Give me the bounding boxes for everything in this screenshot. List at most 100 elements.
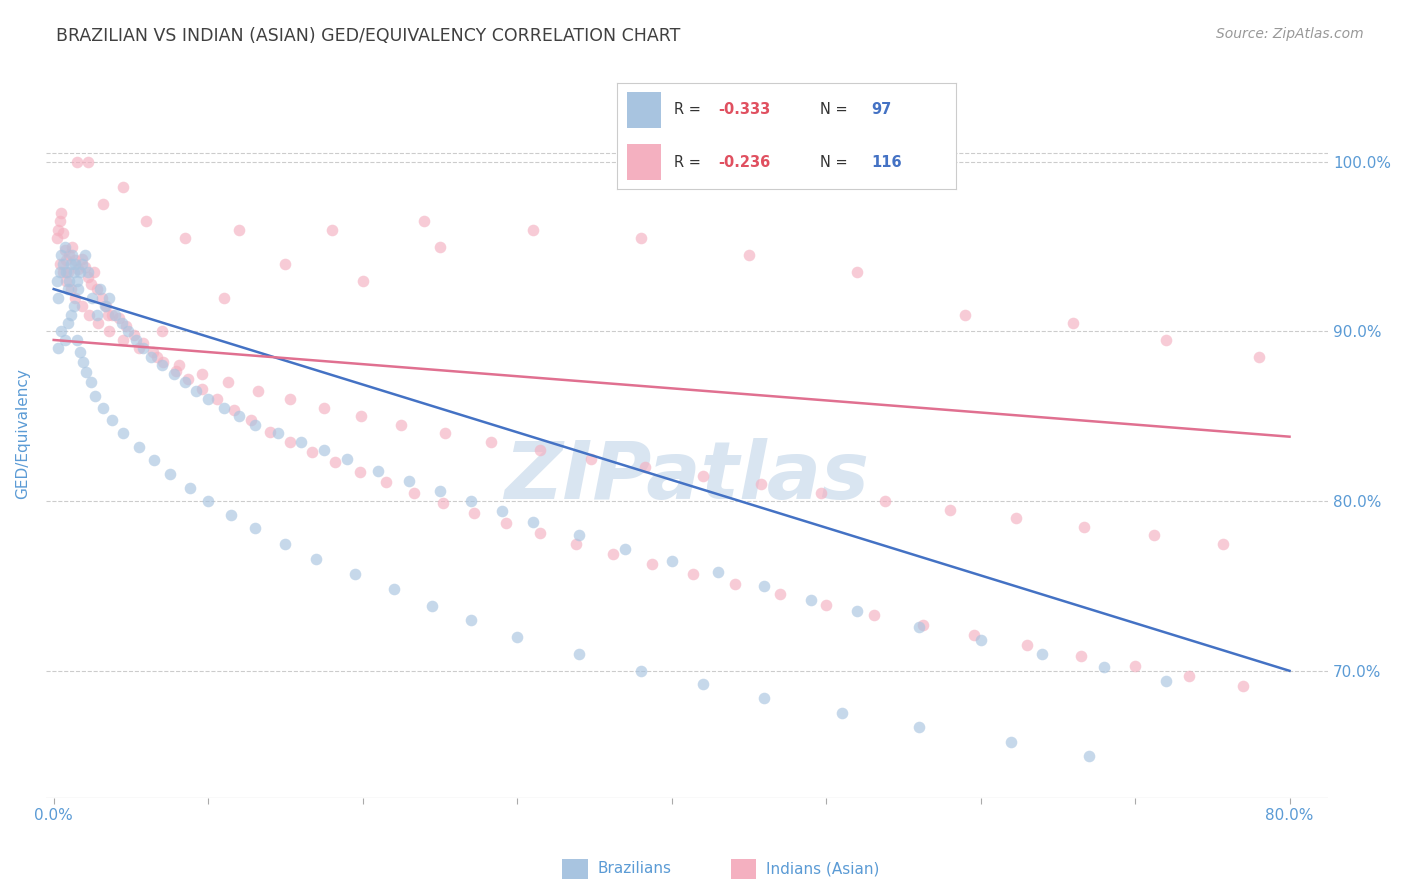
Point <box>135 214 157 228</box>
Point <box>963 628 986 642</box>
Point <box>224 402 246 417</box>
Point <box>70 257 93 271</box>
Point <box>724 577 747 591</box>
Point <box>336 451 359 466</box>
Point <box>634 460 657 475</box>
Point <box>432 496 454 510</box>
Point <box>70 252 93 266</box>
Point <box>45 274 67 288</box>
Point <box>815 598 838 612</box>
Point <box>630 664 652 678</box>
Point <box>212 401 235 415</box>
Point <box>159 467 181 481</box>
Point <box>1077 748 1099 763</box>
Point <box>433 426 456 441</box>
Point <box>228 409 250 424</box>
Point <box>278 434 301 449</box>
Point <box>80 277 103 291</box>
Point <box>55 274 77 288</box>
Point <box>150 359 173 373</box>
Point <box>117 325 139 339</box>
Point <box>749 477 772 491</box>
Point <box>374 475 396 490</box>
Point <box>460 494 482 508</box>
Point <box>389 417 412 432</box>
Point <box>76 270 98 285</box>
Point <box>101 308 124 322</box>
Point <box>146 350 169 364</box>
Point <box>104 308 127 322</box>
Point <box>846 604 869 618</box>
Point <box>413 214 436 228</box>
Point <box>46 291 69 305</box>
Point <box>207 392 229 407</box>
Point <box>1073 519 1095 533</box>
Point <box>49 214 72 228</box>
Text: Indians (Asian): Indians (Asian) <box>766 862 880 876</box>
Point <box>60 240 83 254</box>
Point <box>212 291 235 305</box>
Point <box>661 553 683 567</box>
Point <box>124 333 146 347</box>
Point <box>55 253 77 268</box>
Point <box>89 282 111 296</box>
Point <box>76 265 98 279</box>
Point <box>56 282 79 296</box>
Point <box>65 257 87 271</box>
Point <box>62 299 84 313</box>
Point <box>800 592 823 607</box>
Point <box>112 426 135 441</box>
Text: Source: ZipAtlas.com: Source: ZipAtlas.com <box>1216 27 1364 41</box>
Point <box>56 265 79 279</box>
Point <box>831 706 853 721</box>
Point <box>165 363 187 377</box>
Point <box>197 392 219 407</box>
Point <box>429 483 451 498</box>
Point <box>506 630 529 644</box>
Point <box>67 282 90 296</box>
Point <box>243 521 266 535</box>
Point <box>163 367 186 381</box>
Point <box>398 474 420 488</box>
Point <box>66 154 89 169</box>
Point <box>191 382 214 396</box>
Point <box>73 260 96 274</box>
Point <box>143 453 166 467</box>
Point <box>107 310 129 325</box>
Point <box>51 325 73 339</box>
Point <box>1212 536 1234 550</box>
Point <box>1005 511 1028 525</box>
Point <box>1031 647 1053 661</box>
Point <box>402 485 425 500</box>
Point <box>754 579 776 593</box>
Point <box>62 265 84 279</box>
Point <box>479 434 502 449</box>
Point <box>640 557 662 571</box>
Point <box>49 265 72 279</box>
Point <box>810 485 832 500</box>
Point <box>349 465 371 479</box>
Point <box>75 365 97 379</box>
Point <box>45 231 67 245</box>
Point <box>83 265 105 279</box>
Point <box>953 308 976 322</box>
Point <box>907 620 929 634</box>
Point <box>70 299 93 313</box>
Point <box>290 434 312 449</box>
Point <box>343 567 366 582</box>
Point <box>46 342 69 356</box>
Point <box>86 308 108 322</box>
Point <box>69 265 91 279</box>
Point <box>460 613 482 627</box>
Point <box>267 426 290 441</box>
Point <box>301 445 323 459</box>
Point <box>53 243 76 257</box>
Point <box>56 316 79 330</box>
Point <box>1142 528 1164 542</box>
Text: BRAZILIAN VS INDIAN (ASIAN) GED/EQUIVALENCY CORRELATION CHART: BRAZILIAN VS INDIAN (ASIAN) GED/EQUIVALE… <box>56 27 681 45</box>
Point <box>568 647 591 661</box>
Point <box>305 552 328 566</box>
Point <box>863 607 886 622</box>
Point <box>312 401 335 415</box>
Point <box>69 344 91 359</box>
